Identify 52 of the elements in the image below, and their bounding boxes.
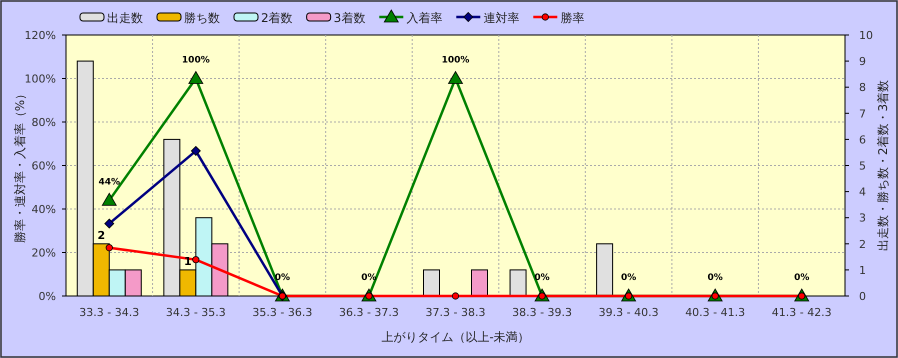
y-tick-label: 40% [32,203,56,216]
y-tick-label: 120% [24,29,56,42]
point [452,292,460,300]
x-tick-label: 37.3 - 38.3 [426,306,486,319]
y2-tick-label: 5 [859,160,866,172]
y2-axis-title: 出走数・勝ち数・2着数・3着数 [876,80,890,252]
x-tick-label: 39.3 - 40.3 [598,306,659,319]
y2-tick-label: 8 [859,81,866,94]
point [106,244,113,252]
y-tick-label: 20% [32,246,56,260]
y2-tick-label: 0 [859,290,866,303]
legend-label: 出走数 [107,11,143,25]
data-label: 100% [182,56,210,66]
legend-label: 2着数 [261,11,293,25]
data-label: 0% [620,273,636,283]
x-tick-label: 34.3 - 35.3 [166,306,226,319]
y-tick-label: 100% [24,72,56,86]
y2-tick-label: 3 [859,212,866,225]
y-tick-label: 80% [32,116,56,129]
y2-tick-label: 2 [859,238,866,251]
y-tick-label: 60% [32,160,56,172]
point [102,192,117,206]
y-tick-label: 0% [38,290,56,303]
data-label: 100% [442,56,470,66]
legend-label: 勝率 [560,11,584,25]
data-label: 2 [97,228,106,242]
x-tick-label: 35.3 - 36.3 [252,306,312,319]
x-tick-label: 38.3 - 39.3 [512,306,572,319]
point [448,71,463,84]
legend-label: 入着率 [406,11,442,25]
data-label: 0% [708,273,723,283]
point [188,71,204,84]
data-label: 44% [98,177,120,188]
legend-label: 勝ち数 [184,11,220,25]
data-label: 0% [794,273,810,283]
legend-label: 3着数 [334,11,366,25]
x-tick-label: 41.3 - 42.3 [772,306,832,319]
y2-tick-label: 7 [859,107,866,120]
y-axis-title: 勝率・連対率・入着率（%） [13,88,27,244]
x-tick-label: 36.3 - 37.3 [338,306,399,319]
x-axis-title: 上がりタイム（以上-未満） [381,330,530,344]
y2-tick-label: 1 [859,264,866,277]
y2-tick-label: 10 [859,29,873,42]
y2-tick-label: 9 [859,55,866,68]
point [192,256,200,264]
point [190,146,201,156]
y2-tick-label: 6 [859,133,866,146]
x-tick-label: 33.3 - 34.3 [79,306,140,319]
y2-tick-label: 4 [859,186,866,199]
x-tick-label: 40.3 - 41.3 [685,306,746,319]
point [104,218,114,228]
legend-label: 連対率 [483,11,520,25]
